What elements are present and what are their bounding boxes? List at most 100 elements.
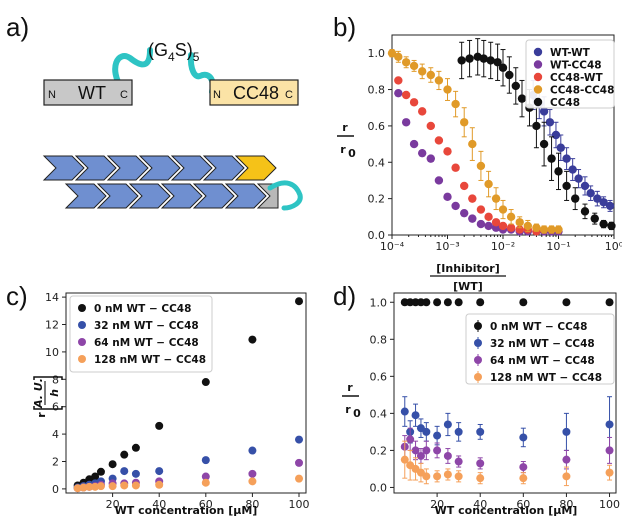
- legend-label: 64 nM WT − CC48: [94, 337, 199, 349]
- data-point: [96, 482, 105, 491]
- x-tick-label: 20: [106, 498, 120, 511]
- x-tick-label: 10⁻⁴: [380, 240, 405, 253]
- data-point: [155, 421, 164, 430]
- data-point: [422, 472, 431, 481]
- data-point: [426, 121, 435, 131]
- linker-left-curve: [112, 47, 153, 92]
- series-2: [400, 396, 614, 453]
- legend-marker: [78, 304, 86, 312]
- x-tick-label: 10⁻²: [491, 240, 515, 253]
- data-point: [411, 411, 420, 420]
- legend-label: WT-CC48: [550, 60, 602, 72]
- series-4: [387, 48, 563, 234]
- data-point: [295, 474, 304, 483]
- chevron-bottom: [224, 183, 267, 209]
- data-point: [605, 468, 614, 477]
- data-point: [454, 298, 463, 307]
- data-point: [85, 482, 94, 491]
- data-point: [120, 481, 129, 490]
- series-3: [73, 458, 304, 493]
- linker-label: (G4S)5: [148, 40, 200, 64]
- data-point: [443, 147, 452, 156]
- data-point: [201, 472, 210, 481]
- data-point: [605, 298, 614, 307]
- data-point: [539, 107, 549, 116]
- legend-label: CC48-WT: [550, 72, 603, 84]
- legend-label: 32 nM WT − CC48: [94, 320, 199, 332]
- y-tick-label: 0.2: [370, 444, 388, 457]
- x-axis-label: WT concentration [μM]: [435, 504, 578, 517]
- y-axis-label-denominator: r: [340, 143, 346, 156]
- legend-marker: [533, 97, 543, 107]
- data-point: [593, 194, 602, 203]
- data-point: [96, 467, 105, 476]
- x-axis-label: WT concentration [μM]: [115, 504, 258, 517]
- data-point: [433, 446, 442, 455]
- y-tick-label: 14: [45, 291, 59, 304]
- data-point: [605, 446, 614, 455]
- data-point: [599, 219, 608, 229]
- data-point: [468, 139, 477, 149]
- data-point: [248, 469, 257, 478]
- data-point: [131, 469, 140, 478]
- data-point: [519, 298, 528, 307]
- data-point: [486, 56, 495, 65]
- legend-label: 0 nM WT − CC48: [94, 303, 191, 315]
- data-point: [580, 207, 590, 216]
- data-point: [519, 474, 528, 483]
- data-point: [401, 118, 411, 127]
- data-point: [416, 451, 425, 460]
- y-axis-label-subscript: 0: [353, 407, 361, 420]
- panel-label-d: d): [333, 281, 356, 311]
- data-point: [394, 88, 403, 98]
- data-point: [519, 433, 528, 442]
- chart-panel-b: 10⁻⁴ 10⁻³ 10⁻² 10⁻¹ 10⁰ 0.0 0.2 0.4 0.6 0.8 1.0 WT-…: [337, 34, 622, 293]
- cc48-c-terminus: C: [285, 89, 293, 101]
- data-point: [454, 427, 463, 436]
- data-point: [562, 154, 571, 163]
- data-point: [607, 221, 616, 231]
- chevron-top: [106, 155, 149, 181]
- data-point: [406, 435, 415, 444]
- data-point: [498, 205, 508, 214]
- filament-chevrons: [42, 155, 279, 209]
- legend-box: [465, 313, 615, 385]
- chevron-bottom: [192, 183, 235, 209]
- y-tick-label: 0.2: [368, 193, 386, 206]
- data-point: [443, 451, 452, 460]
- data-point: [511, 81, 520, 91]
- data-point: [519, 463, 528, 472]
- data-point: [443, 298, 452, 307]
- plot-frame: [393, 292, 617, 494]
- y-tick-label: 8: [52, 373, 59, 386]
- chart-panel-c: 20 40 60 80 100 0 2 4 6 8 10 12 14 0 nM WT − CC48 32 n…: [32, 291, 310, 517]
- data-point: [505, 70, 514, 80]
- x-tick-label: 20: [430, 498, 444, 511]
- legend-label: 0 nM WT − CC48: [490, 321, 587, 333]
- data-point: [443, 85, 452, 94]
- data-point: [401, 90, 411, 100]
- x-tick-label: 10⁰: [605, 240, 622, 253]
- data-point: [426, 154, 435, 163]
- data-point: [201, 478, 210, 487]
- x-tick-label: 60: [199, 498, 213, 511]
- data-point: [491, 218, 501, 227]
- chevron-bottom: [96, 183, 139, 209]
- data-point: [79, 483, 88, 492]
- series-4: [73, 474, 304, 493]
- data-point: [201, 456, 210, 465]
- y-axis-label: r A. U. h: [32, 376, 63, 418]
- y-tick-label: 0.4: [368, 156, 386, 169]
- data-point: [108, 482, 117, 491]
- data-point: [409, 98, 419, 107]
- legend-marker: [533, 47, 543, 57]
- x-tick-label: 40: [152, 498, 166, 511]
- legend-box: [69, 295, 213, 373]
- chevron-top: [138, 155, 181, 181]
- cc48-box: [209, 79, 299, 106]
- series-4: [400, 440, 614, 487]
- data-point: [248, 335, 257, 344]
- legend-marker: [78, 321, 86, 329]
- data-point: [454, 472, 463, 481]
